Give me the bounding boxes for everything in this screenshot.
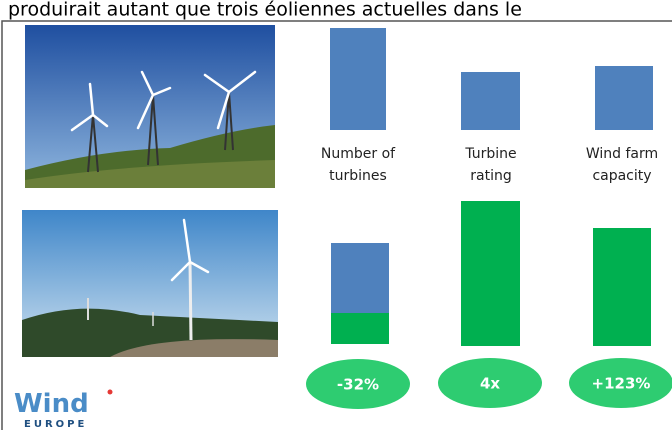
badge-text: -32% — [337, 376, 379, 394]
badge-text: +123% — [592, 375, 651, 393]
frame — [1, 20, 672, 430]
logo-dot — [107, 389, 113, 395]
logo-name: Wind — [14, 389, 89, 419]
badge-text: 4x — [480, 375, 500, 393]
photo-new-turbine — [22, 210, 278, 357]
badge-shape — [569, 358, 672, 408]
label-line: Number of — [321, 146, 396, 162]
photo-old-turbines — [25, 25, 275, 188]
label-line: rating — [470, 168, 511, 184]
badge-shape — [306, 359, 410, 409]
header-text: produirait autant que trois éoliennes ac… — [8, 0, 522, 21]
bars-current — [330, 28, 653, 130]
label-line: capacity — [592, 168, 651, 184]
logo-sub: EUROPE — [24, 419, 87, 430]
badge-shape — [438, 358, 542, 408]
label-line: turbines — [329, 168, 387, 184]
label-line: Wind farm — [586, 146, 658, 162]
label-line: Turbine — [464, 146, 516, 162]
bars-future — [331, 201, 651, 346]
